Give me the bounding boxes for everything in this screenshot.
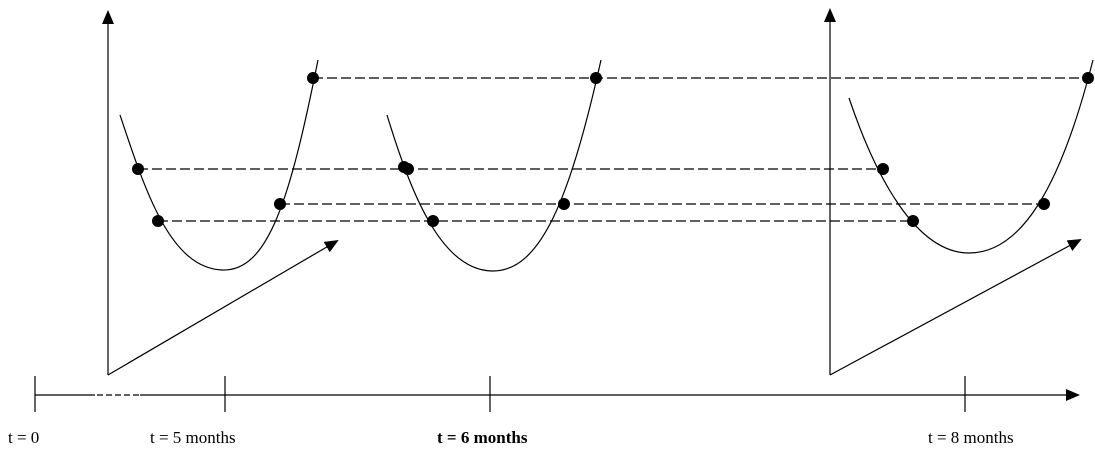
tick-label-t0: t = 0	[8, 428, 40, 447]
curve-left	[119, 59, 319, 271]
time-axis	[34, 376, 1080, 412]
point	[274, 198, 286, 210]
tick-label-t8: t = 8 months	[928, 428, 1014, 447]
point	[590, 72, 602, 84]
point	[132, 163, 144, 175]
diagonal-axis-right	[829, 239, 1082, 376]
point	[402, 163, 414, 175]
curve-middle	[386, 59, 602, 272]
point	[877, 163, 889, 175]
point	[1038, 198, 1050, 210]
point	[307, 72, 319, 84]
point	[152, 215, 164, 227]
tick-label-t5: t = 5 months	[150, 428, 236, 447]
axes-left	[102, 10, 339, 376]
point	[427, 215, 439, 227]
tick-label-t6: t = 6 months	[437, 428, 528, 447]
dashed-connectors	[138, 77, 1088, 222]
curve-right	[848, 59, 1094, 254]
diagonal-axis-left	[107, 239, 339, 376]
point	[558, 198, 570, 210]
point	[907, 215, 919, 227]
point	[1082, 72, 1094, 84]
axes-right	[824, 8, 1082, 376]
points	[132, 72, 1094, 227]
